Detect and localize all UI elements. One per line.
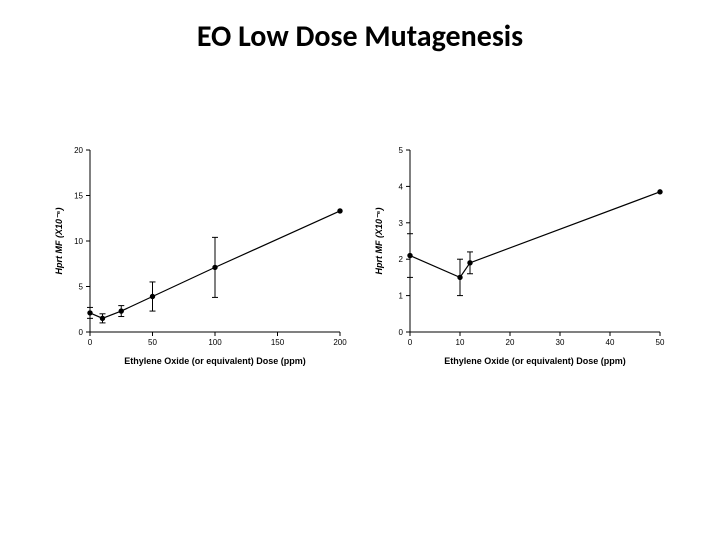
right-chart-svg: 0 10 20 30 40 50 0 1 2 3 4 5 Ethylene Oxide (or equi… [370,140,670,370]
svg-text:200: 200 [333,338,347,347]
svg-text:Ethylene Oxide (or equivalent): Ethylene Oxide (or equivalent) Dose (ppm… [444,356,626,366]
svg-text:Ethylene Oxide (or equivalent): Ethylene Oxide (or equivalent) Dose (ppm… [124,356,306,366]
right-chart: 0 10 20 30 40 50 0 1 2 3 4 5 Ethylene Oxide (or equi… [370,140,670,370]
svg-text:50: 50 [656,338,665,347]
svg-text:Hprt MF (X10⁻⁶): Hprt MF (X10⁻⁶) [374,208,384,275]
svg-text:3: 3 [399,219,404,228]
svg-text:1: 1 [399,292,404,301]
svg-text:0: 0 [408,338,413,347]
svg-text:50: 50 [148,338,157,347]
svg-text:4: 4 [399,182,404,191]
svg-text:2: 2 [399,255,404,264]
charts-row: 05010015020005101520Ethylene Oxide (or e… [50,140,670,370]
svg-text:10: 10 [74,237,83,246]
svg-text:15: 15 [74,192,83,201]
page-title: EO Low Dose Mutagenesis [0,18,720,55]
svg-text:100: 100 [208,338,222,347]
left-chart: 0 50 100 150 200 0 5 10 15 20 Ethylene Oxide (or e… [50,140,350,370]
svg-text:Hprt MF (X10⁻⁶): Hprt MF (X10⁻⁶) [54,208,64,275]
svg-text:30: 30 [556,338,565,347]
svg-text:20: 20 [506,338,515,347]
svg-text:10: 10 [456,338,465,347]
svg-text:0: 0 [79,328,84,337]
svg-text:5: 5 [79,283,84,292]
left-chart-svg: 0 50 100 150 200 0 5 10 15 20 Ethylene Oxide (or e… [50,140,350,370]
svg-text:40: 40 [606,338,615,347]
svg-text:5: 5 [399,146,404,155]
svg-text:0: 0 [88,338,93,347]
svg-text:150: 150 [271,338,285,347]
slide: EO Low Dose Mutagenesis 0501001502000510… [0,0,720,540]
svg-text:0: 0 [399,328,404,337]
svg-text:20: 20 [74,146,83,155]
